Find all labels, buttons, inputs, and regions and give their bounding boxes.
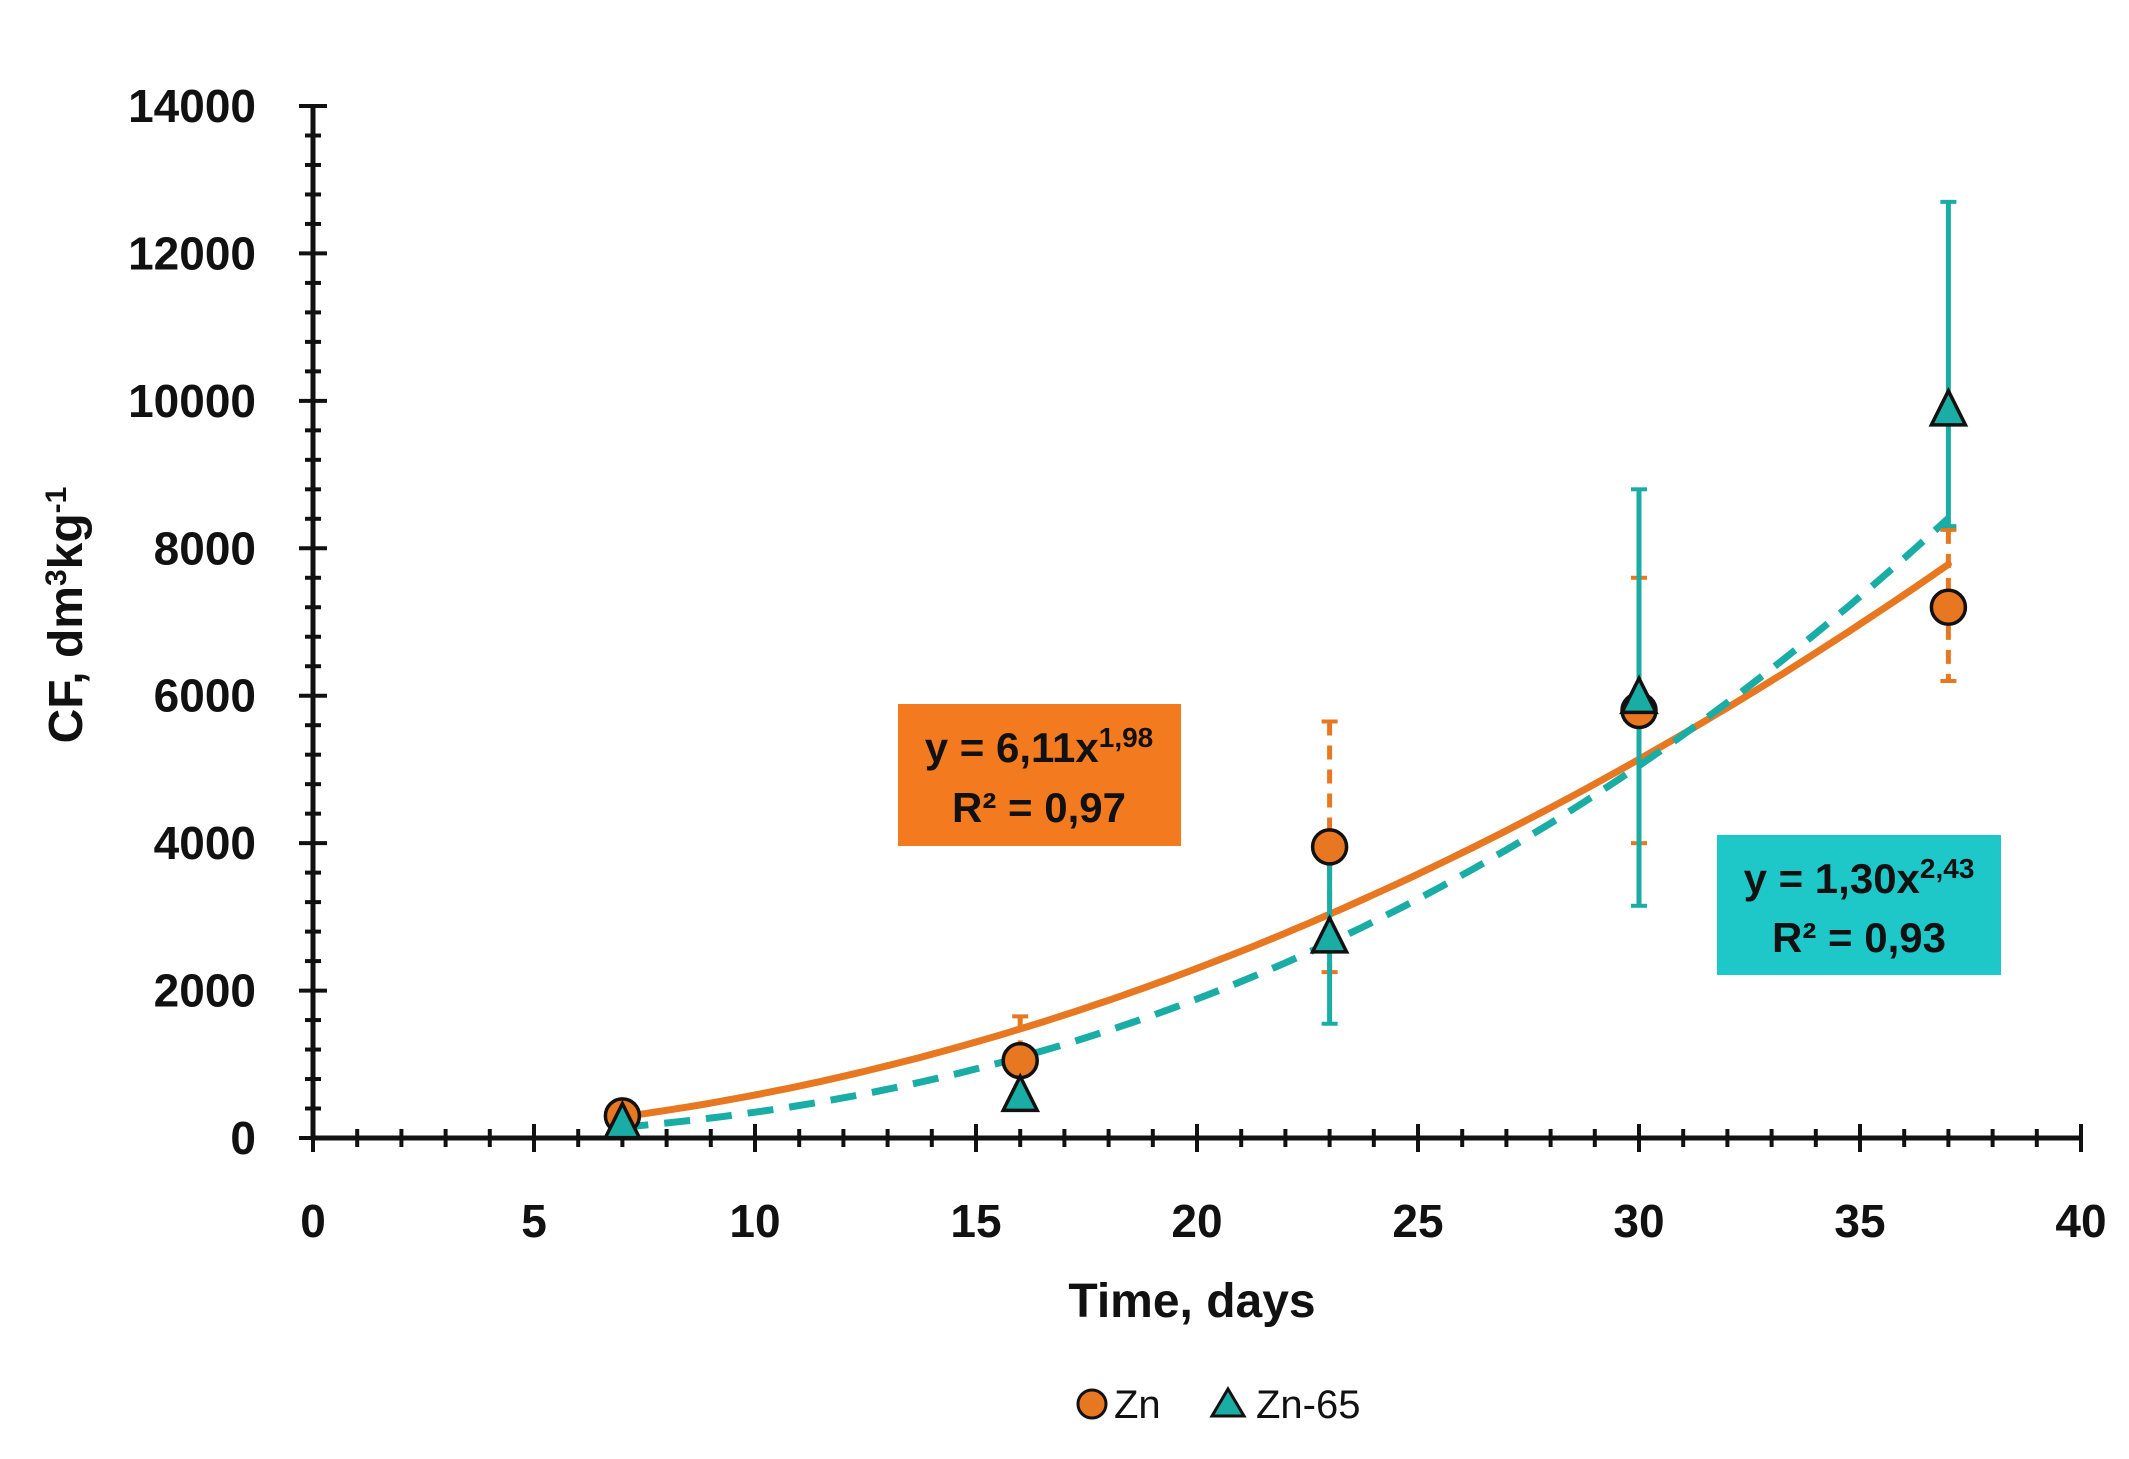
x-tick-label: 40 [2055,1195,2106,1247]
legend: Zn Zn-65 [1076,1383,1361,1427]
y-tick-label: 10000 [128,375,256,427]
marker-zn [1310,828,1349,866]
y-axis-title-mid: kg [40,513,93,569]
x-tick-label: 35 [1834,1195,1885,1247]
y-axis-title-sup2: -1 [40,487,73,514]
y-tick-label: 6000 [154,670,256,722]
y-tick-label: 0 [230,1112,256,1164]
trendline-label-zn65-r2: R² = 0,93 [1772,914,1946,961]
trendline-label-zn-prefix: y = 6,11x [925,724,1100,771]
y-axis-title-prefix: CF, dm [40,586,93,743]
x-tick-label: 10 [729,1195,780,1247]
trendlines [618,515,1952,1131]
y-axis-title: CF, dm3kg-1 [40,487,94,744]
legend-zn65-marker [1209,1386,1247,1418]
x-axis-title: Time, days [1068,1275,1315,1328]
x-tick-label: 30 [1613,1195,1664,1247]
axes: 0 5 10 15 20 25 30 35 40 0 2000 4000 6000 8000 10000 12… [128,80,2107,1247]
legend-item-zn65: Zn-65 [1209,1383,1361,1427]
y-tick-label: 2000 [154,965,256,1017]
x-tick-label: 5 [521,1195,547,1247]
data-markers [602,386,1969,1140]
x-tick-label: 0 [300,1195,326,1247]
trendline-label-zn: y = 6,11x1,98 R² = 0,97 [898,704,1181,846]
trendline-label-zn65-prefix: y = 1,30x [1744,855,1921,902]
y-tick-label: 4000 [154,817,256,869]
y-axis-title-sup1: 3 [40,569,73,586]
legend-zn-label: Zn [1114,1383,1161,1427]
legend-zn-marker [1076,1388,1108,1420]
trendline-label-zn65-box [1717,835,2001,975]
trendline-label-zn65-exponent: 2,43 [1920,853,1975,884]
trendline-label-zn-box [898,704,1181,846]
marker-zn65 [602,1099,643,1140]
trendline-label-zn65-equation: y = 1,30x2,43 [1744,853,1975,903]
trendline-zn [618,560,1952,1121]
trendline-label-zn-exponent: 1,98 [1099,722,1154,753]
x-tick-label: 15 [950,1195,1001,1247]
marker-zn65 [1928,386,1969,427]
trendline-zn65 [622,515,1951,1131]
trendline-label-zn65: y = 1,30x2,43 R² = 0,93 [1717,835,2001,975]
trendline-label-zn-equation: y = 6,11x1,98 [925,722,1154,772]
legend-item-zn: Zn [1076,1383,1161,1427]
y-tick-label: 14000 [128,80,256,132]
marker-zn [1929,588,1968,627]
y-tick-label: 8000 [154,522,256,574]
marker-zn65 [1000,1072,1041,1113]
marker-zn65 [1309,913,1350,954]
y-tick-label: 12000 [128,227,256,279]
x-tick-label: 20 [1171,1195,1222,1247]
x-tick-label: 25 [1392,1195,1443,1247]
legend-zn65-label: Zn-65 [1256,1383,1361,1427]
trendline-label-zn-r2: R² = 0,97 [952,784,1126,831]
marker-zn65 [1619,674,1659,715]
